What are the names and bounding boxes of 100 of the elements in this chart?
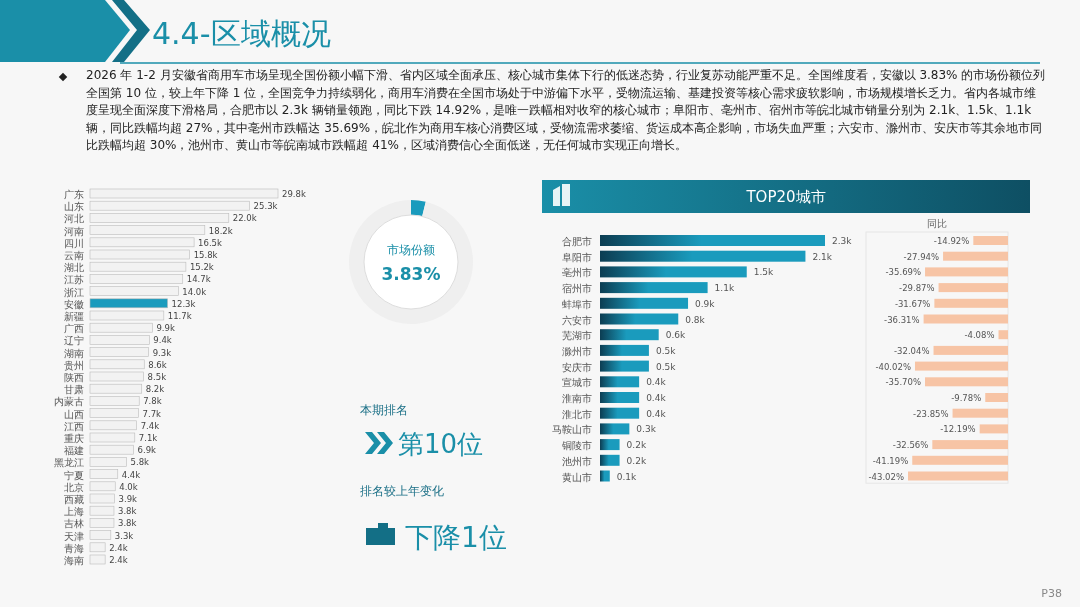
data-label: -31.67% xyxy=(894,298,931,309)
text: P38 xyxy=(1041,587,1062,600)
y-tick-label: 池州市 xyxy=(562,455,592,467)
y-tick-label: 陕西 xyxy=(64,372,84,383)
y-tick-label: 马鞍山市 xyxy=(552,424,592,436)
data-label: -40.02% xyxy=(875,361,911,372)
y-tick-label: 河南 xyxy=(64,225,84,237)
data-label: -14.92% xyxy=(933,236,970,246)
bar xyxy=(600,392,640,403)
data-label: -32.04% xyxy=(894,345,930,356)
bar xyxy=(89,420,137,431)
data-label: 0.2k xyxy=(626,455,647,466)
data-label: 15.2k xyxy=(189,262,214,273)
data-label: 1.5k xyxy=(753,267,775,278)
data-label: 7.7k xyxy=(142,408,162,419)
bar xyxy=(89,457,127,467)
data-label: -41.19% xyxy=(872,455,909,466)
bar xyxy=(89,261,187,272)
y-tick-label: 淮南市 xyxy=(562,393,592,404)
data-label: 3.8k xyxy=(117,518,137,529)
bar xyxy=(89,542,106,553)
y-tick-label: 山西 xyxy=(64,408,84,420)
data-label: -29.87% xyxy=(899,283,935,294)
data-label: -12.19% xyxy=(940,424,976,435)
y-tick-label: 重庆 xyxy=(64,433,84,444)
y-tick-label: 江西 xyxy=(64,420,84,432)
bar xyxy=(600,297,689,309)
y-tick-label: 海南 xyxy=(64,555,84,566)
donut-slice xyxy=(411,200,426,217)
data-label: 0.5k xyxy=(655,345,677,356)
data-label: 3.3k xyxy=(114,530,134,541)
text: 本期排名 xyxy=(360,403,408,417)
bar xyxy=(600,235,825,246)
bar xyxy=(89,274,184,284)
y-tick-label: 广东 xyxy=(64,189,84,200)
y-tick-label: 宿州市 xyxy=(562,283,592,295)
bar xyxy=(89,530,112,540)
data-label: 2.3k xyxy=(832,236,853,246)
bar xyxy=(89,371,144,382)
y-tick-label: 芜湖市 xyxy=(562,330,592,342)
bar xyxy=(89,518,115,528)
data-label: 2.4k xyxy=(109,542,128,553)
y-tick-label: 淮北市 xyxy=(562,408,592,420)
data-label: 3.8k xyxy=(117,506,137,517)
bar xyxy=(89,335,150,345)
data-label: 18.2k xyxy=(208,225,233,236)
y-tick-label: 河北 xyxy=(64,213,84,225)
bar xyxy=(600,282,708,294)
data-label: -9.78% xyxy=(951,393,982,403)
y-tick-label: 安徽 xyxy=(64,298,84,310)
data-label: 6.9k xyxy=(137,445,157,456)
text: 3.83% xyxy=(381,264,441,284)
y-tick-label: 六安市 xyxy=(562,314,592,326)
bar xyxy=(600,329,659,341)
y-tick-label: 亳州市 xyxy=(562,267,592,279)
bar xyxy=(600,376,640,388)
y-tick-label: 西藏 xyxy=(64,494,84,505)
y-tick-label: 江苏 xyxy=(64,274,84,286)
y-tick-label: 北京 xyxy=(64,481,84,493)
data-label: 12.3k xyxy=(171,298,196,309)
data-label: 1.1k xyxy=(714,283,735,294)
bar xyxy=(600,454,620,466)
bar xyxy=(89,554,106,565)
bar xyxy=(89,225,206,235)
data-label: 0.2k xyxy=(626,440,647,451)
bar xyxy=(89,359,145,370)
y-tick-label: 上海 xyxy=(64,506,84,518)
bar xyxy=(89,322,153,333)
data-label: -36.31% xyxy=(884,314,920,325)
data-label: 2.1k xyxy=(812,251,833,262)
data-label: -27.94% xyxy=(903,251,940,262)
data-label: 7.4k xyxy=(140,420,160,431)
bar xyxy=(89,188,279,199)
bar xyxy=(600,344,649,356)
y-tick-label: 内蒙古 xyxy=(54,396,84,408)
bar xyxy=(89,432,136,443)
data-label: 4.4k xyxy=(121,469,141,480)
bar xyxy=(89,347,149,357)
y-tick-label: 四川 xyxy=(64,237,84,249)
bar xyxy=(89,493,115,504)
data-label: -43.02% xyxy=(868,471,904,482)
y-tick-label: 阜阳市 xyxy=(562,251,592,263)
chart-title: 同比 xyxy=(927,218,947,229)
donut-slice xyxy=(349,200,473,324)
bar xyxy=(89,383,143,394)
data-label: 15.8k xyxy=(193,250,218,260)
data-label: 0.9k xyxy=(695,298,716,309)
bar xyxy=(89,444,134,455)
y-tick-label: 铜陵市 xyxy=(561,440,592,452)
data-label: 22.0k xyxy=(232,213,257,224)
y-tick-label: 辽宁 xyxy=(64,335,84,347)
data-label: 9.9k xyxy=(156,323,175,334)
text: 2026 年 1-2 月安徽省商用车市场呈现全国份额小幅下滑、省内区域全面承压、核心城市集体下行的低迷态势，行业复苏动能严重不足。全国维度看，安徽以 3.83% 的市场份额位列全国第 10 位，较上年下降 1 位，全国竞争力持续弱化，商用车消费在全国市场处于中游偏下水平，受物流运输、基建投资等核心需求疲软影响，市场规模增长乏力。省内各城市维度呈现全面深度下滑格局，合肥市以 2.3k 辆销量领跑，同比下跌 14.92%，是唯一跌幅相对收窄的核心城市；阜阳市、亳州市、宿州市等皖北城市销量分别为 2.1k、1.5k、1.1k 辆，同比跌幅均超 27%，其中亳州市跌幅达 35.69%，皖北作为商用车核心消费区域，受物流需求萎缩、货运成本高企影响，市场失血严重；六安市、滁州市、安庆市等其余地市同比跌幅均超 30%，池州市、黄山市等皖南城市跌幅超 41%，区域消费信心全面低迷，无任何城市实现正向增长。 xyxy=(86,67,1046,155)
bar xyxy=(89,249,190,260)
data-label: -32.56% xyxy=(892,440,929,451)
y-tick-label: 广西 xyxy=(64,323,84,335)
data-label: 0.4k xyxy=(646,377,667,388)
y-tick-label: 宣城市 xyxy=(562,377,592,389)
y-tick-label: 云南 xyxy=(64,250,84,261)
data-label: -35.70% xyxy=(885,377,922,388)
